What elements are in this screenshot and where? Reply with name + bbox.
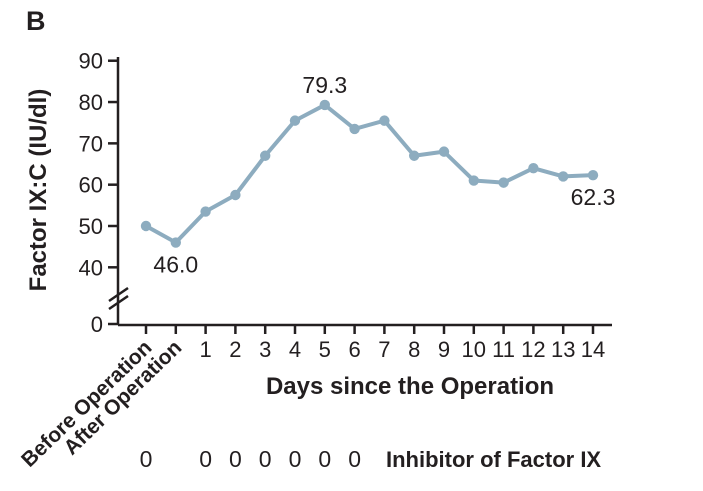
y-tick-label: 50 [79,214,103,239]
y-tick-label: 80 [79,90,103,115]
inhibitor-value: 0 [289,446,302,472]
x-tick-label: 9 [438,337,450,362]
inhibitor-value: 0 [318,446,331,472]
x-tick-label: 12 [521,337,545,362]
y-axis-break [108,294,129,311]
data-point [230,189,241,201]
x-tick-label: 2 [229,337,241,362]
y-tick-label: 60 [79,173,103,198]
inhibitor-value: 0 [140,446,153,472]
data-point [170,237,181,248]
x-tick-label-rotated: Before Operation [17,336,156,472]
data-point [498,177,509,188]
x-tick-label: 10 [462,337,486,362]
data-point [140,220,152,232]
data-point [379,115,390,126]
x-tick-label: 1 [199,337,211,362]
data-point [528,162,539,174]
y-tick-label: 0 [91,312,103,337]
data-point [289,115,301,126]
x-axis-title: Days since the Operation [266,373,554,400]
panel-label: B [26,6,46,36]
inhibitor-value: 0 [259,446,272,472]
inhibitor-value: 0 [348,446,361,472]
x-tick-label: 14 [581,337,605,362]
y-tick-label: 40 [79,255,103,280]
x-tick-label: 3 [259,337,271,362]
inhibitor-value: 0 [229,446,242,472]
y-tick-label: 90 [79,49,103,74]
x-tick-label: 4 [289,337,301,362]
data-line [144,102,595,245]
x-tick-label: 13 [551,337,575,362]
point-label: 46.0 [153,252,198,278]
data-point [438,146,450,157]
inhibitor-value: 0 [199,446,212,472]
x-tick-label: 5 [319,337,331,362]
x-tick-label: 8 [408,337,420,362]
y-axis-title: Factor IX:C (IU/dl) [25,89,52,292]
data-point [319,99,330,111]
data-point [468,175,479,186]
data-point [260,150,271,161]
data-point [587,169,599,181]
y-tick-label: 70 [79,131,103,156]
x-tick-label: 11 [492,337,515,362]
y-axis-break [108,286,129,303]
data-point [349,123,360,135]
data-point [558,171,569,182]
x-tick-label: 7 [378,337,390,362]
point-label: 62.3 [571,184,616,210]
point-label: 79.3 [302,72,347,98]
x-tick-label: 6 [348,337,360,362]
data-point [200,206,211,217]
data-point [409,150,420,161]
inhibitor-label: Inhibitor of Factor IX [386,447,601,472]
